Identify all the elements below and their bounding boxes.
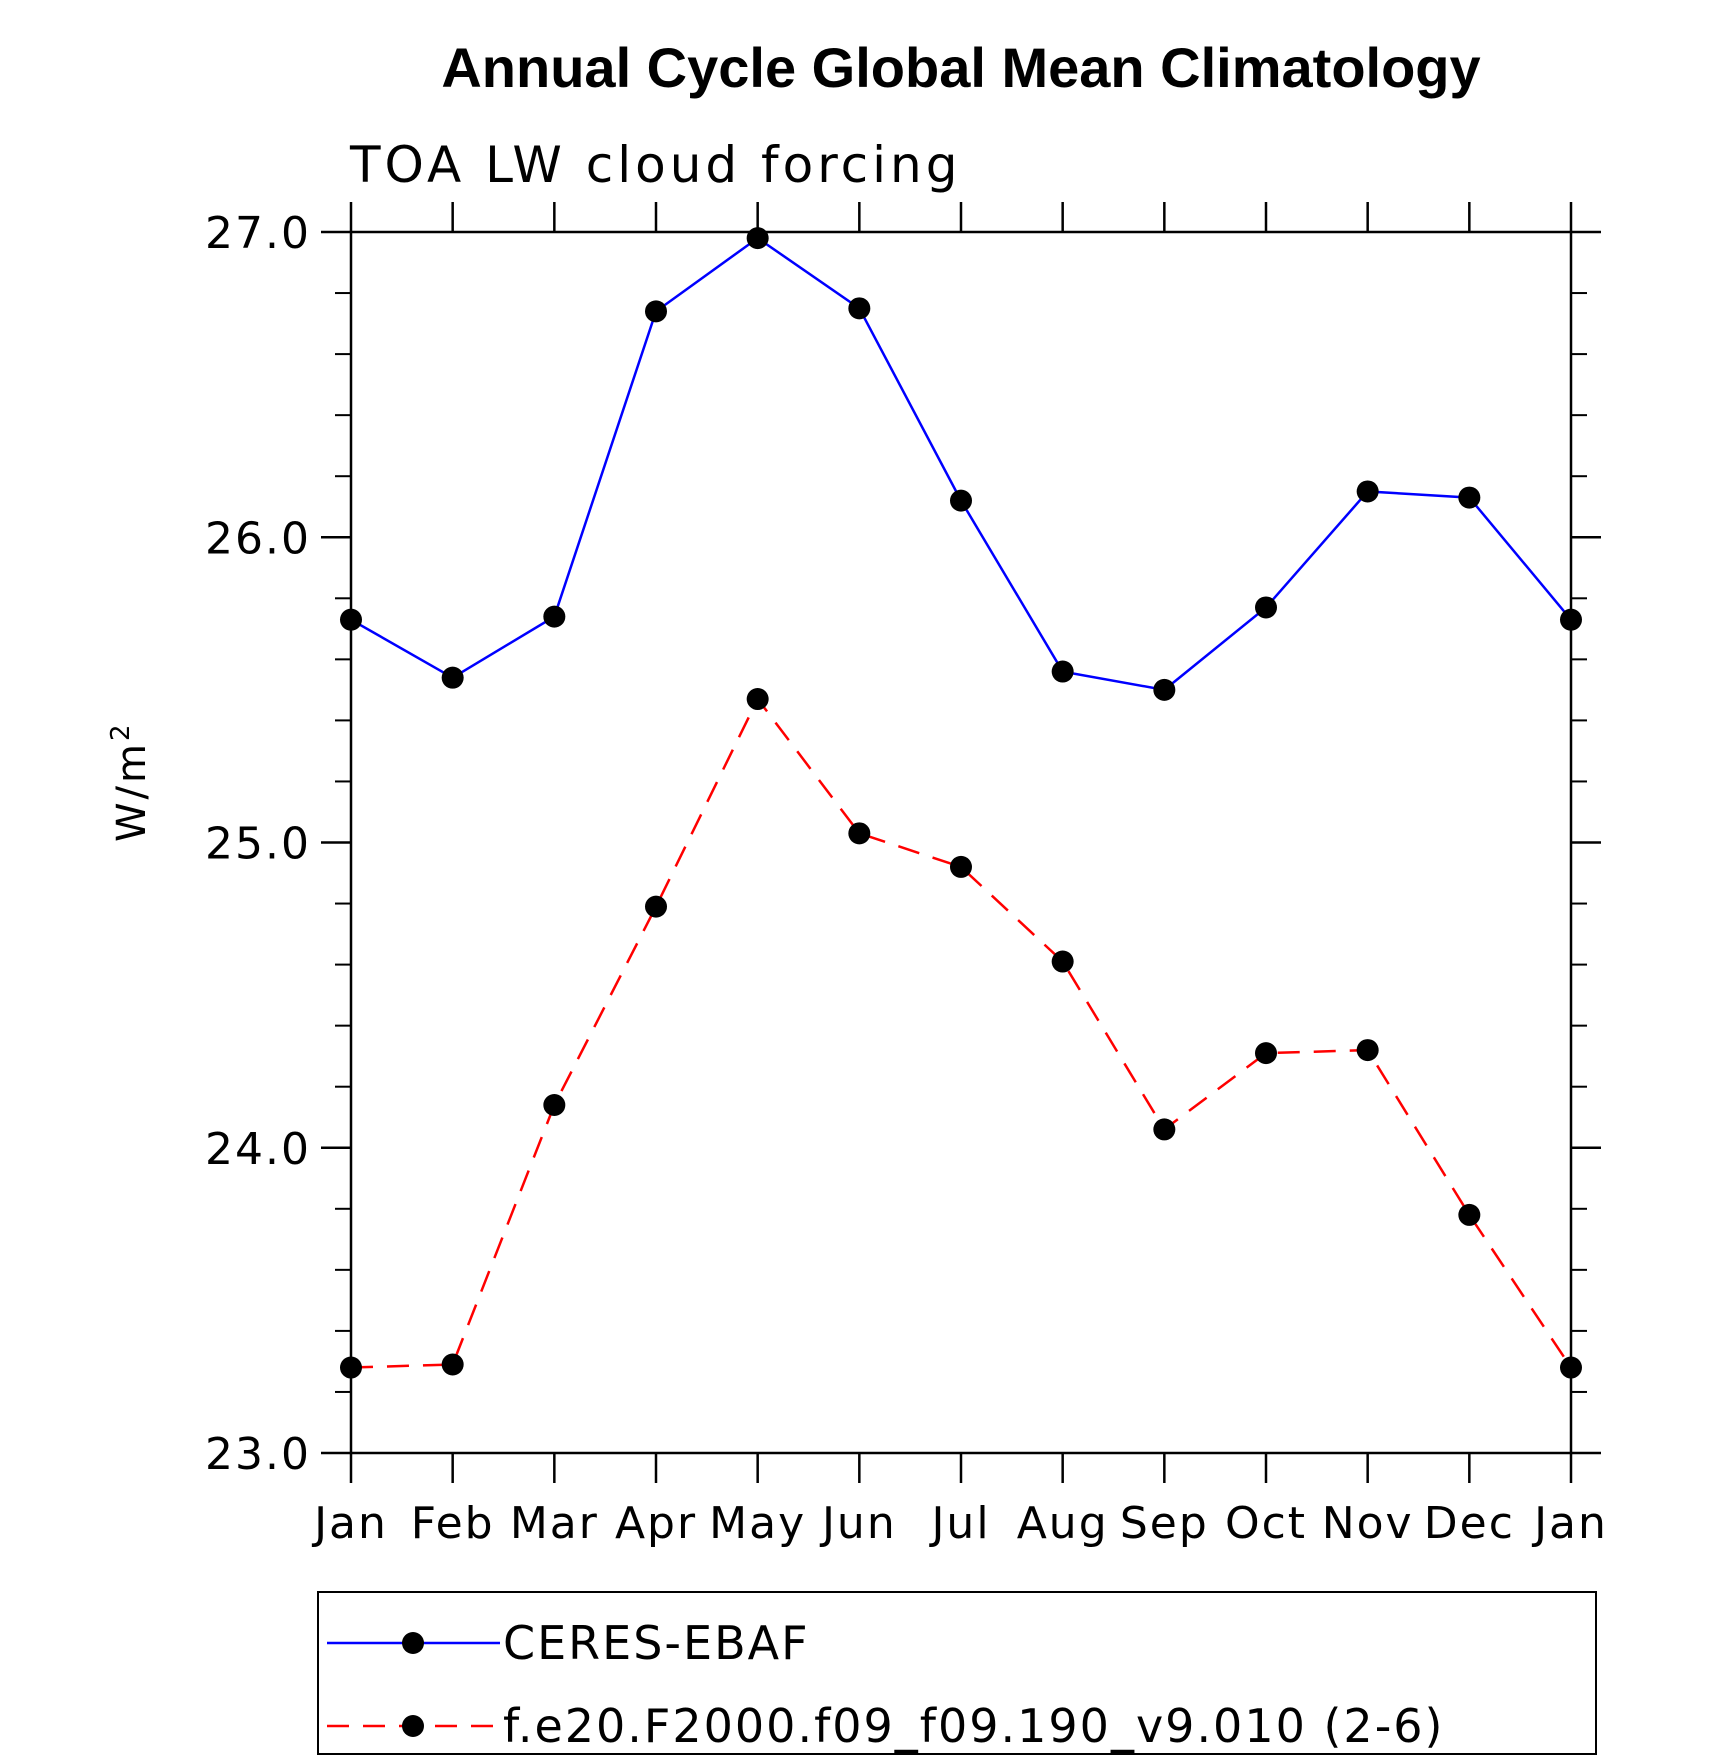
- series-1-point: [1153, 678, 1176, 701]
- x-tick-label: Sep: [1120, 1498, 1209, 1549]
- legend: CERES-EBAF f.e20.F2000.f09_f09.190_v9.010…: [317, 1591, 1597, 1755]
- x-tick-label: Oct: [1225, 1498, 1307, 1549]
- series-2-point: [645, 895, 667, 918]
- x-tick-label: Mar: [510, 1498, 599, 1549]
- series-1-point: [950, 489, 972, 512]
- y-axis-label-main: W/m: [109, 741, 155, 842]
- series-1-point: [1458, 486, 1481, 509]
- series-line-2: [350, 696, 1573, 1369]
- series-2-point: [1255, 1042, 1277, 1065]
- legend-box: [317, 1591, 1597, 1755]
- y-axis-label-superscript: 2: [106, 721, 136, 741]
- series-2-point: [746, 688, 769, 711]
- chart-subtitle: TOA LW cloud forcing: [349, 136, 961, 194]
- series-1-point: [746, 227, 769, 250]
- x-tick-label: Aug: [1017, 1498, 1109, 1549]
- series-2-point: [1458, 1203, 1481, 1226]
- x-tick-label: Dec: [1424, 1498, 1515, 1549]
- y-tick-label: 24.0: [205, 1124, 311, 1175]
- series-2-point: [1153, 1118, 1176, 1141]
- x-tick-label: Jan: [311, 1498, 388, 1549]
- series-2-point: [543, 1094, 566, 1117]
- series-2-point: [441, 1353, 464, 1376]
- chart-title: Annual Cycle Global Mean Climatology: [441, 36, 1480, 99]
- y-tick-label: 23.0: [205, 1429, 311, 1480]
- series-layer: [340, 227, 1582, 1379]
- y-tick-label: 25.0: [205, 819, 311, 870]
- series-2-point: [340, 1356, 362, 1379]
- axes: Jan Feb Mar Apr May Jun Jul Aug Sep Oct Nov Dec Jan2…: [205, 202, 1608, 1549]
- x-tick-label: Jan: [1531, 1498, 1608, 1549]
- series-2-point: [1560, 1356, 1582, 1379]
- series-1-point: [1560, 608, 1582, 631]
- x-tick-label: Jul: [928, 1498, 990, 1549]
- series-1-point: [645, 300, 667, 323]
- series-2-point: [950, 855, 972, 878]
- series-1-point: [441, 666, 464, 689]
- series-line-1: [350, 236, 1572, 692]
- y-tick-label: 27.0: [205, 208, 311, 259]
- x-tick-label: Apr: [615, 1498, 697, 1549]
- series-2-point: [1051, 950, 1074, 973]
- series-2-point: [1356, 1039, 1379, 1062]
- series-1-point: [848, 297, 871, 320]
- series-1-point: [1255, 596, 1277, 619]
- series-2-point: [848, 822, 871, 845]
- legend-label-2: f.e20.F2000.f09_f09.190_v9.010 (2-6): [503, 1699, 1445, 1753]
- series-1-point: [1356, 480, 1379, 503]
- y-axis-label: W/m2: [106, 721, 155, 842]
- legend-marker-2: [402, 1715, 424, 1737]
- series-1-point: [543, 605, 566, 628]
- x-tick-label: May: [709, 1498, 806, 1549]
- x-tick-label: Nov: [1322, 1498, 1414, 1549]
- legend-marker-1: [402, 1632, 424, 1654]
- y-tick-label: 26.0: [205, 513, 311, 564]
- x-tick-label: Jun: [819, 1498, 897, 1549]
- series-1-point: [1051, 660, 1074, 683]
- x-tick-label: Feb: [411, 1498, 495, 1549]
- legend-label-1: CERES-EBAF: [503, 1616, 810, 1670]
- plot-frame: [349, 230, 1573, 1455]
- series-1-point: [340, 608, 362, 631]
